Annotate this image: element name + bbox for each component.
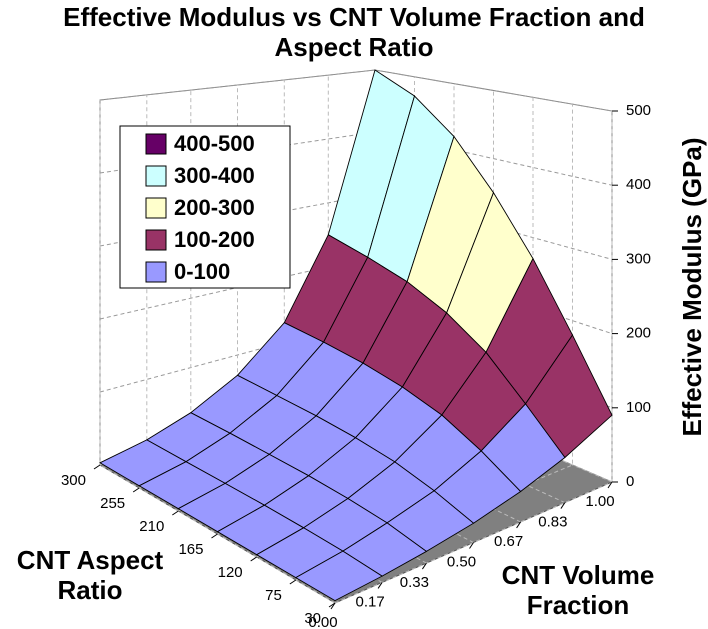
x-axis-title: CNT Volume Fraction (501, 560, 655, 620)
x-tick-label: 1.00 (585, 493, 614, 510)
legend-swatch (145, 165, 167, 187)
legend-swatch (145, 261, 167, 283)
y-tick-label: 120 (218, 564, 243, 581)
y-tick-label: 300 (61, 472, 86, 489)
z-tick-label: 500 (626, 102, 651, 119)
y-tick-label: 255 (100, 495, 125, 512)
surface-cell (294, 550, 383, 602)
y-tick-label: 210 (139, 518, 164, 535)
y-tick (172, 510, 179, 516)
x-tick (516, 521, 522, 529)
x-tick-label: 0.17 (355, 593, 384, 610)
chart-title: Effective Modulus vs CNT Volume Fraction… (63, 2, 645, 62)
y-tick (93, 464, 101, 470)
grid-line (99, 317, 613, 409)
y-tick (328, 602, 336, 608)
x-tick (421, 562, 427, 570)
y-tick-label: 30 (304, 610, 321, 627)
x-tick (469, 542, 474, 549)
y-tick-label: 75 (265, 587, 282, 604)
x-tick (560, 502, 566, 509)
x-tick-label: 0.67 (494, 533, 523, 550)
y-tick (132, 487, 140, 493)
z-tick-label: 0 (626, 473, 634, 490)
z-tick-label: 100 (626, 399, 651, 416)
y-tick-label: 165 (178, 541, 203, 558)
x-tick (377, 582, 383, 589)
y-axis-title: CNT Aspect Ratio (16, 545, 164, 605)
legend-swatch (145, 229, 167, 251)
surface (99, 69, 613, 602)
legend-label: 400-500 (174, 131, 255, 156)
x-tick-label: 0.00 (308, 614, 337, 629)
z-axis-title: Effective Modulus (GPa) (677, 137, 707, 437)
grid-line (99, 69, 613, 112)
x-tick-label: 0.83 (538, 514, 567, 531)
legend-swatch (145, 197, 167, 219)
y-tick (211, 533, 218, 539)
y-tick (289, 579, 297, 585)
legend-swatch (145, 133, 167, 155)
x-tick (607, 481, 613, 489)
legend-label: 200-300 (174, 195, 255, 220)
z-tick-label: 200 (626, 325, 651, 342)
x-tick-label: 0.50 (447, 553, 476, 570)
z-tick-label: 400 (626, 176, 651, 193)
z-tick-label: 300 (626, 250, 651, 267)
x-tick-label: 0.33 (400, 574, 429, 591)
legend-label: 0-100 (174, 259, 230, 284)
legend-label: 300-400 (174, 163, 255, 188)
y-tick (250, 556, 257, 562)
legend-label: 100-200 (174, 227, 255, 252)
